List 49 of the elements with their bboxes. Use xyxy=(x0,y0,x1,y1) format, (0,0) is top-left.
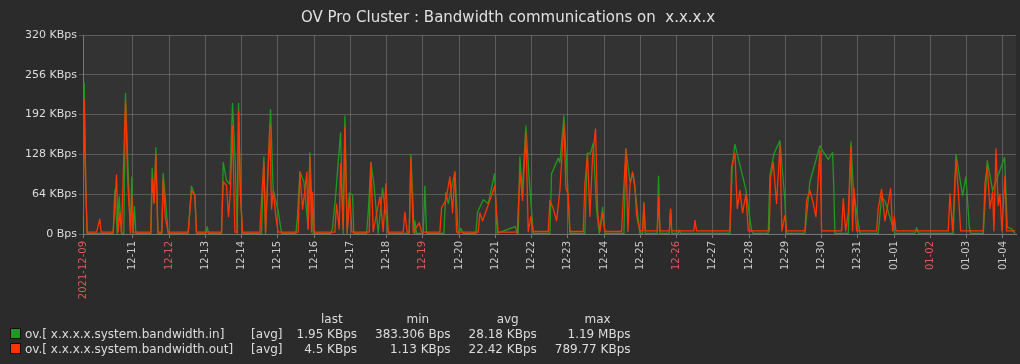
chart-title: OV Pro Cluster : Bandwidth communications on x.x.x.x xyxy=(300,7,716,26)
y-tick-label: 320 KBps xyxy=(25,27,78,41)
text: 22.42 KBps xyxy=(467,342,538,357)
x-tick-label: 12-19 xyxy=(416,241,428,271)
text: 1.13 KBps xyxy=(389,342,452,357)
x-tick-label: 12-12 xyxy=(162,241,174,271)
x-tick-label: 01-01 xyxy=(887,241,899,271)
text: [avg] xyxy=(250,342,284,357)
text: 1.19 MBps xyxy=(566,327,632,342)
x-tick-label: 01-03 xyxy=(960,241,972,271)
x-tick-label: 12-17 xyxy=(343,241,355,271)
x-tick-label: 12-28 xyxy=(742,241,754,271)
text: max xyxy=(583,312,612,327)
text: 28.18 KBps xyxy=(467,327,538,342)
x-tick-label: 12-24 xyxy=(597,241,609,271)
x-tick-label: 12-20 xyxy=(452,241,464,271)
x-tick-label: 12-22 xyxy=(525,241,537,271)
x-tick-label: 01-04 xyxy=(996,241,1008,271)
text: avg xyxy=(495,312,520,327)
x-tick-label: 12-30 xyxy=(815,241,827,271)
y-tick-label: 128 KBps xyxy=(25,147,78,161)
x-tick-label: 12-16 xyxy=(307,241,319,271)
text: 383.306 Bps xyxy=(374,327,452,342)
legend-label: ov.[ x.x.x.x.system.bandwidth.out] xyxy=(24,342,235,357)
x-tick-label: 12-25 xyxy=(633,241,645,271)
x-tick-label: 12-21 xyxy=(488,241,500,271)
text: 789.77 KBps xyxy=(553,342,632,357)
x-tick-label: 12-31 xyxy=(851,241,863,271)
x-tick-label: 12-14 xyxy=(235,241,247,271)
x-tick-label: 2021-12-09 xyxy=(76,241,88,300)
text: 4.5 KBps xyxy=(303,342,359,357)
x-tick-label: 12-23 xyxy=(561,241,573,271)
x-tick-label: 12-15 xyxy=(271,241,283,271)
legend-label: ov.[ x.x.x.x.system.bandwidth.in] xyxy=(24,327,226,342)
x-tick-label: 12-29 xyxy=(778,241,790,271)
x-tick-label: 12-27 xyxy=(706,241,718,271)
x-tick-label: 12-13 xyxy=(198,241,210,271)
x-tick-label: 12-18 xyxy=(380,241,392,271)
text: min xyxy=(405,312,431,327)
text: [avg] xyxy=(250,327,284,342)
text: last xyxy=(319,312,344,327)
x-tick-label: 12-26 xyxy=(670,241,682,271)
x-tick-label: 01-02 xyxy=(924,241,935,271)
y-tick-label: 64 KBps xyxy=(32,187,78,201)
y-tick-label: 192 KBps xyxy=(25,107,78,121)
text: 1.95 KBps xyxy=(295,327,359,342)
y-tick-label: 0 Bps xyxy=(46,226,78,240)
x-tick-label: 12-11 xyxy=(126,241,138,271)
y-tick-label: 256 KBps xyxy=(25,67,78,81)
